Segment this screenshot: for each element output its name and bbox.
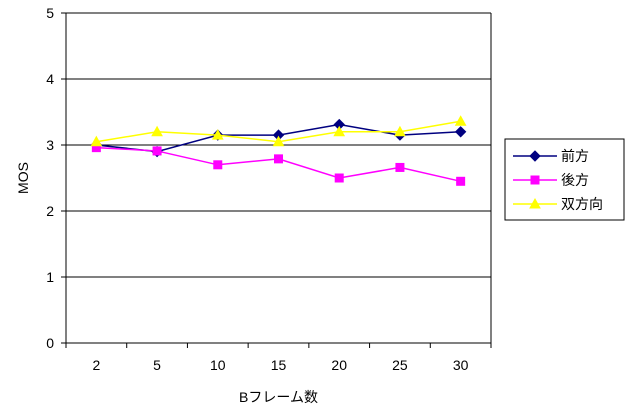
y-tick-label: 4 bbox=[46, 71, 54, 87]
series-line-1 bbox=[96, 146, 461, 183]
data-point bbox=[272, 135, 285, 147]
x-tick-label: 20 bbox=[331, 357, 347, 373]
legend-label: 双方向 bbox=[561, 197, 603, 213]
data-point bbox=[211, 129, 224, 140]
y-tick-label: 0 bbox=[46, 335, 54, 351]
y-tick-label: 2 bbox=[46, 203, 54, 219]
data-point bbox=[213, 160, 223, 170]
x-tick-label: 10 bbox=[210, 357, 226, 373]
data-point bbox=[395, 162, 405, 172]
legend-label: 後方 bbox=[561, 173, 589, 189]
x-axis-title: Bフレーム数 bbox=[239, 389, 318, 405]
data-point bbox=[151, 125, 163, 137]
y-tick-label: 3 bbox=[46, 137, 54, 153]
x-tick-label: 2 bbox=[92, 357, 100, 373]
legend-label: 前方 bbox=[561, 148, 589, 165]
y-axis-title: MOS bbox=[15, 162, 31, 194]
data-point bbox=[274, 154, 283, 164]
x-tick-label: 25 bbox=[392, 357, 408, 373]
legend-marker bbox=[529, 150, 541, 162]
data-point bbox=[152, 146, 162, 156]
y-tick-label: 5 bbox=[46, 5, 54, 21]
data-point bbox=[90, 135, 103, 147]
x-tick-label: 30 bbox=[453, 357, 469, 373]
x-tick-label: 15 bbox=[271, 357, 287, 373]
data-point bbox=[394, 125, 406, 137]
data-point bbox=[454, 126, 467, 138]
data-point bbox=[333, 125, 346, 137]
data-point bbox=[454, 115, 467, 126]
legend-marker bbox=[529, 197, 541, 209]
data-point bbox=[456, 176, 466, 186]
legend-marker bbox=[530, 175, 540, 185]
y-tick-label: 1 bbox=[46, 269, 54, 285]
x-tick-label: 5 bbox=[153, 357, 161, 373]
data-point bbox=[334, 173, 344, 183]
